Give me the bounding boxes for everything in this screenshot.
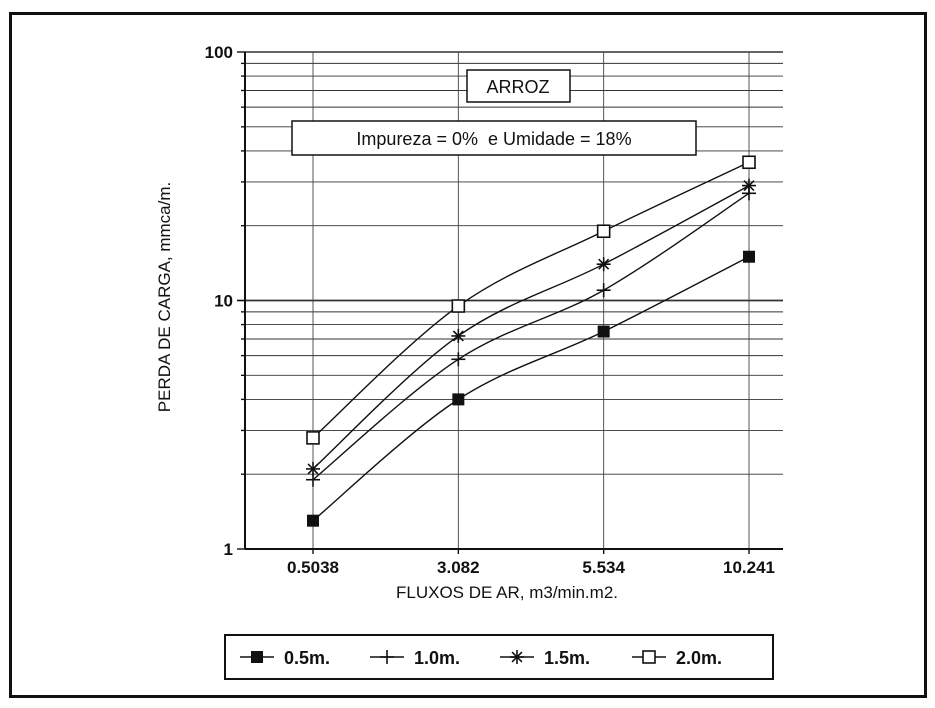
- series-lines: [312, 161, 750, 522]
- marker-star: [742, 178, 756, 193]
- marker-filled-square: [251, 651, 263, 663]
- marker-open-square: [742, 155, 756, 170]
- x-tick-label: 10.241: [723, 558, 775, 577]
- marker-filled-square: [743, 250, 755, 263]
- y-tick-label: 1: [224, 540, 233, 559]
- marker-star-ray: [307, 463, 319, 475]
- legend-label: 1.5m.: [544, 648, 590, 668]
- marker-plus: [596, 283, 611, 298]
- y-tick-label: 100: [205, 43, 233, 62]
- x-tick-label: 3.082: [437, 558, 480, 577]
- line-chart: 1 10 100 0.5038 3.082 5.534 10.241 FLUXOS DE A…: [155, 43, 783, 680]
- series-line-3: [312, 184, 750, 470]
- legend-entry-4: 2.0m.: [632, 648, 722, 668]
- chart-subtitle: Impureza = 0% e Umidade = 18%: [356, 129, 631, 149]
- x-tick-label: 0.5038: [287, 558, 339, 577]
- marker-open-square: [306, 431, 320, 445]
- marker-star-ray: [598, 258, 610, 270]
- y-axis-title: PERDA DE CARGA, mmca/m.: [155, 182, 174, 412]
- marker-plus: [451, 352, 466, 367]
- legend-label: 1.0m.: [414, 648, 460, 668]
- marker-open-square: [642, 650, 656, 664]
- marker-star-ray: [511, 651, 523, 663]
- marker-star: [510, 650, 524, 664]
- marker-filled-square: [452, 393, 465, 406]
- marker-filled-square: [597, 325, 610, 338]
- marker-star-ray: [743, 180, 755, 192]
- chart-title-box: ARROZ: [466, 69, 571, 103]
- marker-star: [596, 257, 611, 272]
- marker-plus: [380, 650, 394, 664]
- marker-open-square: [596, 224, 611, 239]
- series-line-2: [312, 192, 750, 481]
- legend-entry-1: 0.5m.: [240, 648, 330, 668]
- marker-star-ray: [452, 330, 464, 342]
- legend-entry-3: 1.5m.: [500, 648, 590, 668]
- marker-filled-square: [307, 514, 319, 527]
- chart-title: ARROZ: [487, 77, 550, 97]
- chart-subtitle-box: Impureza = 0% e Umidade = 18%: [291, 120, 697, 156]
- axes: [244, 52, 783, 550]
- chart-frame: 1 10 100 0.5038 3.082 5.534 10.241 FLUXOS DE A…: [9, 12, 927, 698]
- legend-entry-2: 1.0m.: [370, 648, 460, 668]
- tick-labels: 1 10 100 0.5038 3.082 5.534 10.241: [205, 43, 775, 577]
- legend-box: [224, 634, 774, 680]
- x-tick-label: 5.534: [582, 558, 625, 577]
- marker-open-square: [451, 299, 466, 313]
- marker-star: [451, 328, 466, 343]
- legend-label: 2.0m.: [676, 648, 722, 668]
- series-markers: [306, 155, 756, 527]
- series-line-4: [312, 161, 750, 439]
- y-tick-label: 10: [214, 292, 233, 311]
- legend: 0.5m. 1.0m. 1.5m. 2.0m.: [224, 634, 774, 680]
- marker-star: [306, 461, 320, 476]
- x-axis-title: FLUXOS DE AR, m3/min.m2.: [396, 583, 618, 602]
- legend-label: 0.5m.: [284, 648, 330, 668]
- series-line-1: [312, 256, 750, 522]
